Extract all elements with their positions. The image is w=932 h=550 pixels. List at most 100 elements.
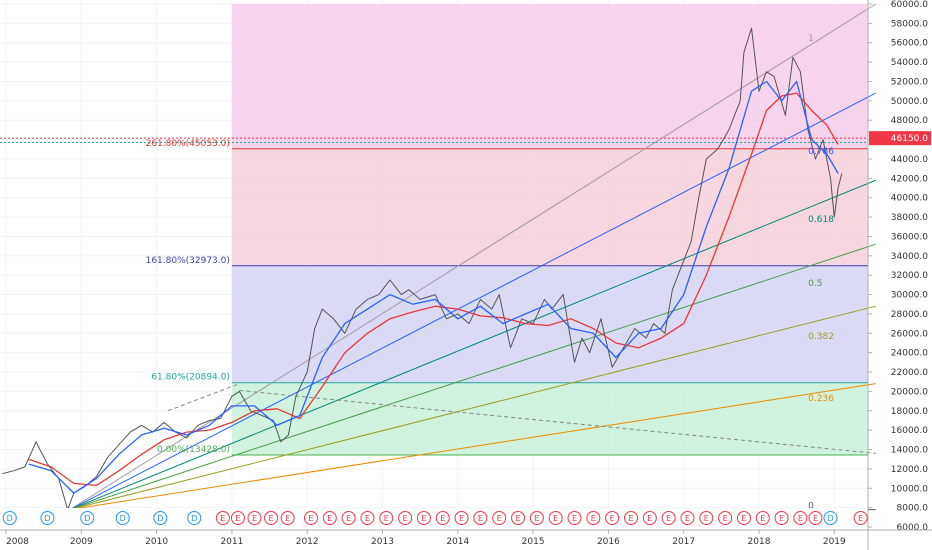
event-marker	[398, 511, 413, 525]
event-marker	[435, 511, 450, 525]
event-marker-label: E	[591, 514, 596, 523]
trend-line	[167, 383, 240, 412]
price-tick-label: 18000.0	[891, 407, 928, 417]
event-marker-label: E	[723, 514, 728, 523]
event-marker	[823, 511, 838, 525]
event-marker	[2, 511, 17, 525]
fib-zone	[231, 4, 868, 149]
price-tick-label: 60000.0	[891, 0, 928, 10]
price-tick-label: 50000.0	[891, 97, 928, 107]
fan-line-label: 0.618	[808, 215, 834, 225]
event-marker	[187, 511, 202, 525]
event-marker-label: D	[120, 514, 126, 523]
price-tick-label: 40000.0	[891, 194, 928, 204]
time-tick-label: 2010	[145, 537, 168, 547]
fan-line	[69, 383, 876, 511]
time-tick-label: 2012	[296, 537, 319, 547]
event-marker-label: E	[497, 514, 502, 523]
fan-line	[69, 243, 876, 511]
event-marker-label: E	[858, 514, 863, 523]
price-tick-label: 20000.0	[891, 387, 928, 397]
event-marker-label: E	[235, 514, 240, 523]
event-marker	[492, 511, 507, 525]
fan-line	[69, 92, 876, 511]
time-tick-label: 2008	[6, 537, 29, 547]
event-marker	[303, 511, 318, 525]
price-tick-label: 10000.0	[891, 484, 928, 494]
fan-line-label: 0	[808, 502, 814, 512]
price-tick-label: 14000.0	[891, 446, 928, 456]
event-marker	[80, 511, 95, 525]
fib-level-label: 261.80%(45053.0)	[146, 139, 230, 149]
price-series	[2, 27, 843, 511]
price-tick-label: 56000.0	[891, 39, 928, 49]
price-tick-label: 16000.0	[891, 426, 928, 436]
price-tick-label: 24000.0	[891, 349, 928, 359]
trend-lines	[167, 383, 876, 454]
event-marker	[215, 511, 230, 525]
fan-line-label: 0.786	[808, 147, 834, 157]
event-marker-label: D	[827, 514, 833, 523]
event-marker	[511, 511, 526, 525]
price-tick-label: 52000.0	[891, 77, 928, 87]
price-tick-label: 12000.0	[891, 465, 928, 475]
event-marker	[605, 511, 620, 525]
event-marker-label: E	[666, 514, 671, 523]
event-marker-label: E	[553, 514, 558, 523]
time-tick-label: 2009	[70, 537, 93, 547]
series-line	[28, 80, 839, 494]
event-marker-label: E	[610, 514, 615, 523]
event-marker-label: E	[459, 514, 464, 523]
series-line	[2, 27, 843, 511]
price-tick-label: 32000.0	[891, 271, 928, 281]
fan-line	[69, 305, 876, 511]
current-price-badge	[869, 131, 931, 146]
fan-line-label: 0.236	[808, 394, 834, 404]
event-marker	[567, 511, 582, 525]
event-marker-label: E	[685, 514, 690, 523]
price-tick-label: 34000.0	[891, 252, 928, 262]
price-tick-label: 6000.0	[897, 523, 929, 533]
event-marker	[661, 511, 676, 525]
price-tick-label: 54000.0	[891, 58, 928, 68]
event-marker	[341, 511, 356, 525]
event-marker	[454, 511, 469, 525]
event-marker-label: E	[440, 514, 445, 523]
price-tick-label: 38000.0	[891, 213, 928, 223]
price-tick-label: 58000.0	[891, 19, 928, 29]
event-marker-label: E	[628, 514, 633, 523]
event-marker	[793, 511, 808, 525]
fib-zone	[231, 382, 868, 456]
event-marker	[755, 511, 770, 525]
price-tick-label: 48000.0	[891, 116, 928, 126]
event-marker-label: E	[813, 514, 818, 523]
gann-fan-labels: 1 0.786 0.618 0.5 0.382 0.236 0	[808, 34, 834, 512]
time-axis[interactable]: 2008 2009 2010 2011 2012 2013 2014 2015 2016 2017…	[5, 530, 846, 547]
event-marker	[853, 511, 868, 525]
event-marker-label: E	[798, 514, 803, 523]
event-marker-label: E	[252, 514, 257, 523]
fib-level-label: 61.80%(20894.0)	[151, 373, 230, 383]
event-marker-label: E	[421, 514, 426, 523]
event-marker-label: E	[779, 514, 784, 523]
event-marker-label: D	[157, 514, 163, 523]
price-tick-label: 44000.0	[891, 155, 928, 165]
fib-zone	[231, 265, 868, 383]
trend-line	[239, 389, 876, 454]
fan-line-label: 0.5	[808, 279, 822, 289]
event-marker	[379, 511, 394, 525]
fan-line	[69, 179, 876, 511]
event-marker-label: E	[327, 514, 332, 523]
event-marker	[736, 511, 751, 525]
fib-retracement-zones	[231, 4, 868, 456]
price-tick-label: 8000.0	[897, 504, 929, 514]
event-marker	[529, 511, 544, 525]
event-marker-label: E	[403, 514, 408, 523]
event-marker	[774, 511, 789, 525]
price-axis[interactable]: 6000.0 8000.0 10000.0 12000.0 14000.0 16000.0…	[868, 0, 928, 533]
event-marker	[322, 511, 337, 525]
event-marker	[586, 511, 601, 525]
current-price-tag: 46150.0	[869, 131, 931, 146]
